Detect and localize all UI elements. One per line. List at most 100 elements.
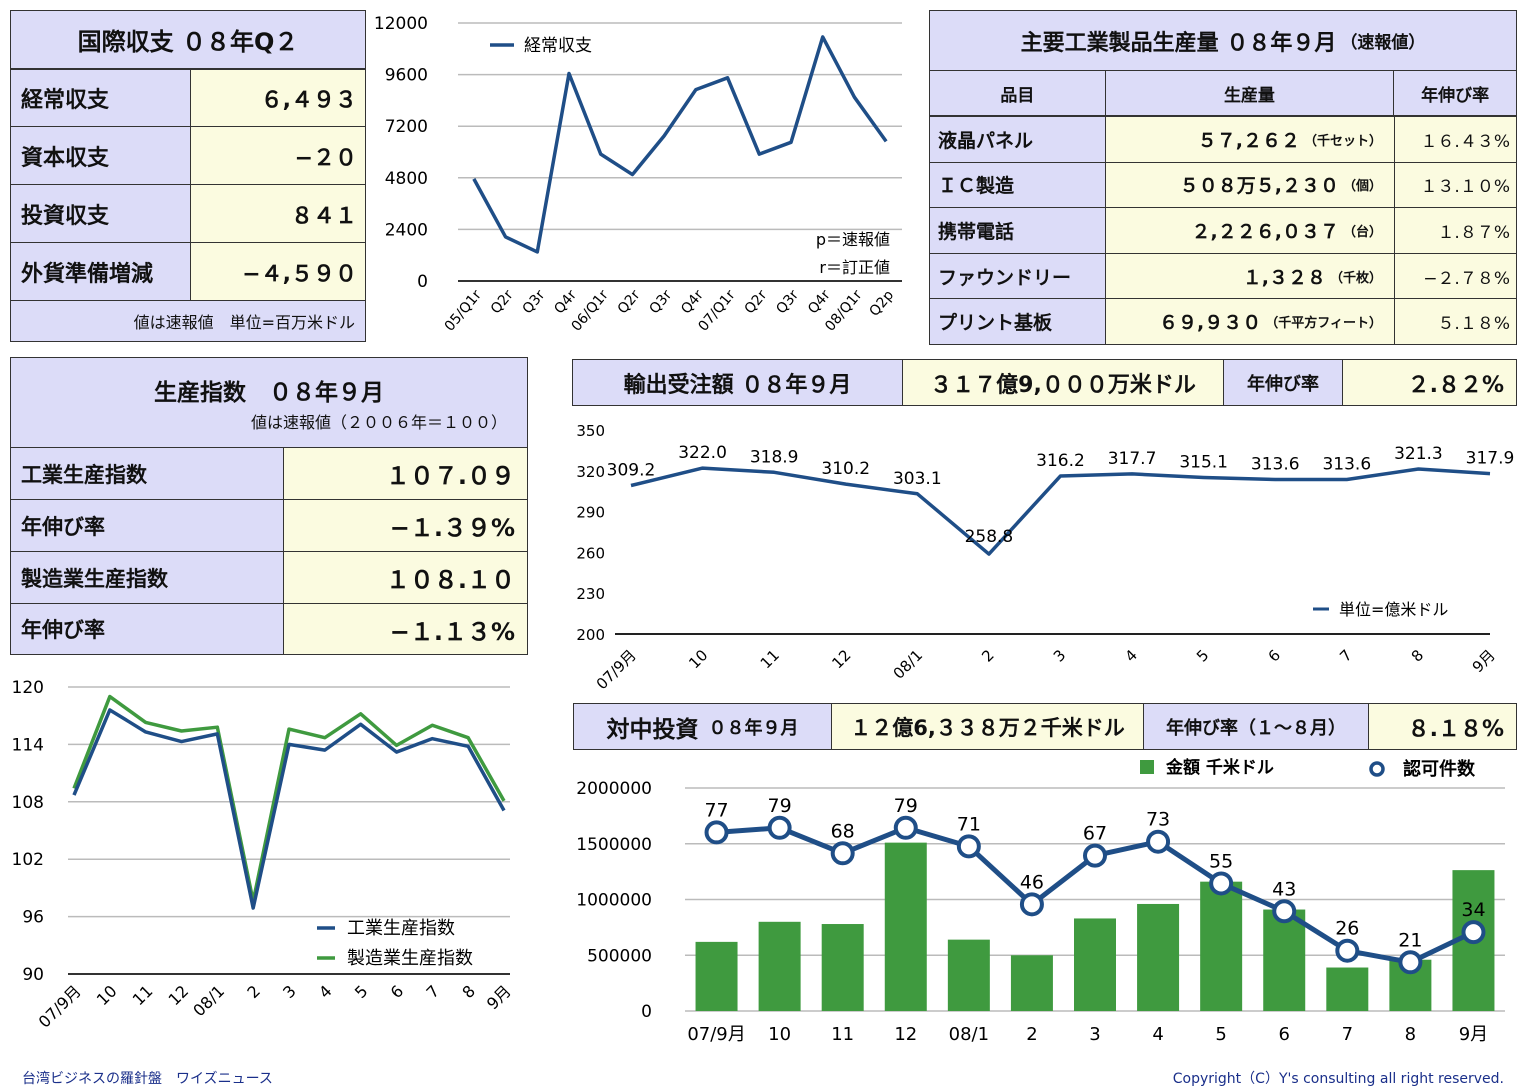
production-growth: −２.７８% <box>1394 252 1517 300</box>
y-tick-label: 114 <box>12 735 44 755</box>
data-label: 313.6 <box>1322 455 1371 475</box>
export-amount: ３１７億9,０００万米ドル <box>902 359 1224 406</box>
data-label: 317.9 <box>1466 449 1515 469</box>
count-label: 71 <box>957 813 981 835</box>
annotation: r＝訂正値 <box>819 258 890 277</box>
x-tick-label: Q4r <box>678 287 707 317</box>
legend-label: 経常収支 <box>524 36 592 56</box>
legend-swatch <box>1140 760 1154 774</box>
count-label: 34 <box>1461 899 1485 921</box>
legend-label: 単位=億米ドル <box>1339 600 1448 619</box>
y-tick-label: 230 <box>576 585 605 603</box>
x-tick-label: 08/1 <box>890 646 927 683</box>
x-tick-label: 4 <box>315 981 336 1002</box>
count-marker <box>1461 920 1486 945</box>
x-tick-label: 5 <box>351 981 372 1002</box>
count-marker <box>956 834 981 859</box>
production-volume: ２,２２６,０３７ （台） <box>1105 207 1395 254</box>
x-tick-label: 12 <box>164 981 192 1009</box>
x-tick-label: 08/1 <box>189 981 228 1020</box>
bop-title: 国際収支 ０８年Q２ <box>10 10 366 69</box>
bop-value-current: ６,４９３ <box>190 69 366 127</box>
bar <box>1010 955 1053 1011</box>
y-tick-label: 4800 <box>385 169 428 189</box>
y-tick-label: 96 <box>22 908 44 928</box>
x-tick-label: Q2r <box>488 287 517 317</box>
production-growth: １６.４３% <box>1394 116 1517 163</box>
production-title-main: 主要工業製品生産量 ０８年９月 <box>1020 30 1337 56</box>
x-tick-label: 9月 <box>483 981 515 1013</box>
series-line <box>72 694 506 904</box>
count-label: 79 <box>894 795 918 817</box>
legend-label: 製造業生産指数 <box>347 948 473 969</box>
x-tick-label: 5 <box>1193 646 1212 665</box>
china-growth: ８.１８% <box>1368 703 1517 750</box>
production-table: 品目 生産量 年伸び率 <box>929 70 1517 116</box>
production-title-suffix: （速報値） <box>1340 33 1426 53</box>
x-tick-label: 08/1 <box>949 1024 989 1045</box>
index-value-growth1: −１.３９% <box>283 499 528 552</box>
index-value-growth2: −１.１３% <box>283 603 528 655</box>
production-volume-value: ５０８万５,２３０ <box>1179 175 1339 198</box>
count-marker <box>893 815 918 840</box>
production-volume: ５７,２６２ （千セット） <box>1105 116 1395 163</box>
production-volume-value: ５７,２６２ <box>1197 129 1300 152</box>
x-tick-label: 4 <box>1121 646 1140 665</box>
production-volume-unit: （千平方フィート） <box>1265 316 1382 332</box>
y-tick-label: 2000000 <box>576 779 652 799</box>
x-tick-label: 3 <box>1089 1024 1100 1045</box>
index-value-manufacturing: １０８.１０ <box>283 551 528 604</box>
count-label: 26 <box>1335 918 1359 940</box>
production-growth: １.８７% <box>1394 207 1517 254</box>
production-header-volume: 生産量 <box>1104 70 1395 116</box>
y-tick-label: 260 <box>576 544 605 562</box>
x-tick-label: 7 <box>423 981 444 1002</box>
x-tick-label: Q3r <box>646 287 675 317</box>
bar <box>1074 918 1116 1011</box>
production-title: 主要工業製品生産量 ０８年９月 （速報値） <box>929 10 1517 71</box>
y-tick-label: 1500000 <box>576 835 652 855</box>
y-tick-label: 320 <box>576 463 605 481</box>
production-item: 液晶パネル <box>929 116 1106 163</box>
legend-label: 工業生産指数 <box>347 918 455 939</box>
legend-swatch <box>1369 761 1385 777</box>
production-header-growth: 年伸び率 <box>1393 70 1517 116</box>
x-tick-label: 05/Q1r <box>442 287 485 334</box>
x-tick-label: 8 <box>1405 1024 1416 1045</box>
bar <box>758 921 801 1011</box>
x-tick-label: Q4r <box>805 287 834 317</box>
count-label: 55 <box>1209 850 1233 872</box>
bop-note: 値は速報値 単位=百万米ドル <box>10 300 366 342</box>
bar <box>884 842 927 1011</box>
bar <box>1263 909 1306 1011</box>
production-item: 携帯電話 <box>929 207 1106 254</box>
x-tick-label: Q3r <box>520 287 549 317</box>
count-marker <box>830 841 855 866</box>
production-volume-value: １,３２８ <box>1242 266 1326 289</box>
data-label: 303.1 <box>893 469 942 489</box>
y-tick-label: 290 <box>576 504 605 522</box>
count-marker <box>1146 829 1171 854</box>
bar <box>1200 881 1243 1011</box>
x-tick-label: 7 <box>1342 1024 1353 1045</box>
footer-right: Copyright（C）Y's consulting all right res… <box>1172 1071 1504 1087</box>
x-tick-label: 7 <box>1336 646 1355 665</box>
x-tick-label: 10 <box>93 981 121 1009</box>
production-item: ファウンドリー <box>929 252 1106 300</box>
x-tick-label: 11 <box>129 981 157 1009</box>
x-tick-label: Q2p <box>866 287 897 319</box>
production-item: ＩＣ製造 <box>929 161 1106 209</box>
x-tick-label: 12 <box>828 646 854 672</box>
index-title: 生産指数 ０８年９月 <box>154 379 384 406</box>
bop-value-capital: −２０ <box>190 126 366 185</box>
x-tick-label: 2 <box>1026 1024 1037 1045</box>
y-tick-label: 350 <box>576 422 605 440</box>
bop-label-current: 経常収支 <box>10 69 191 127</box>
production-volume-unit: （台） <box>1342 224 1382 240</box>
count-label: 67 <box>1083 823 1107 845</box>
x-tick-label: 4 <box>1152 1024 1163 1045</box>
x-tick-label: 10 <box>768 1024 791 1045</box>
production-volume: １,３２８ （千枚） <box>1105 252 1395 300</box>
x-tick-label: Q2r <box>742 287 771 317</box>
